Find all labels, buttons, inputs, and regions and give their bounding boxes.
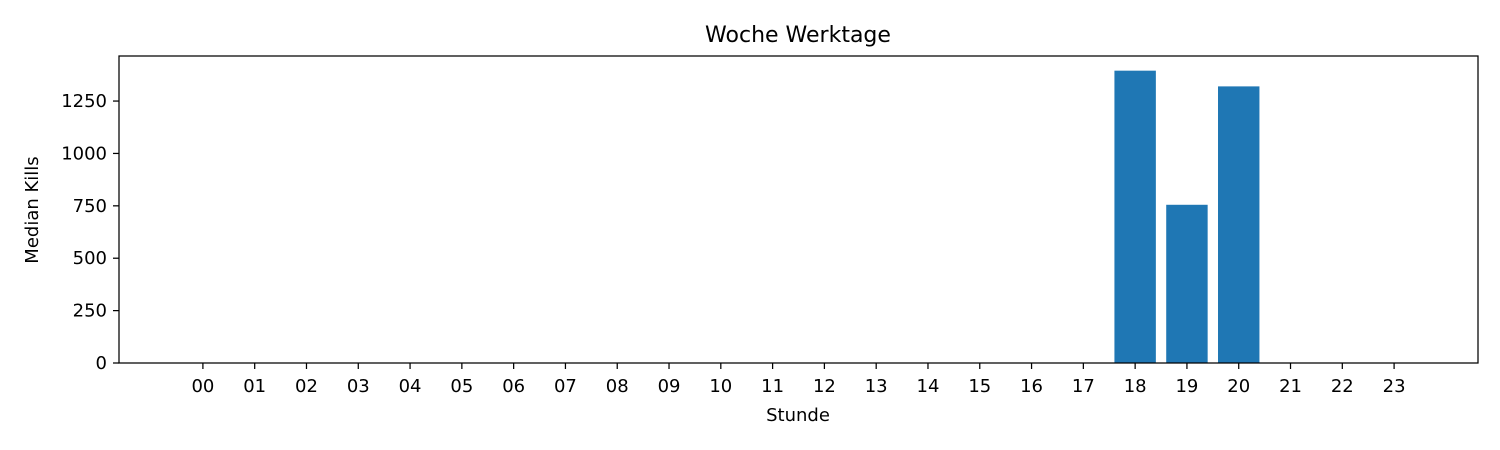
x-tick-label: 07	[554, 376, 577, 397]
x-tick-label: 13	[865, 376, 888, 397]
x-tick-label: 16	[1020, 376, 1043, 397]
x-tick-label: 06	[502, 376, 525, 397]
chart-title: Woche Werktage	[705, 23, 891, 48]
x-tick-label: 23	[1383, 376, 1406, 397]
x-tick-label: 22	[1331, 376, 1354, 397]
y-tick-label: 0	[96, 353, 107, 374]
y-axis-label: Median Kills	[22, 156, 43, 263]
y-axis-ticks: 0 250 500 750 1000 1250	[61, 91, 119, 374]
y-tick-label: 500	[73, 248, 107, 269]
x-tick-label: 02	[295, 376, 318, 397]
x-tick-label: 15	[968, 376, 991, 397]
bar-18	[1114, 70, 1156, 363]
x-tick-label: 05	[450, 376, 473, 397]
bar-19	[1166, 204, 1208, 363]
x-axis-ticks: 00 01 02 03 04 05 06 07 08 09 10 11 12 13 14 15 16 17 18 19…	[191, 363, 1406, 397]
x-tick-label: 11	[761, 376, 784, 397]
y-tick-label: 750	[73, 196, 107, 217]
x-tick-label: 00	[191, 376, 214, 397]
x-tick-label: 14	[917, 376, 940, 397]
x-tick-label: 12	[813, 376, 836, 397]
x-axis-label: Stunde	[766, 405, 830, 426]
x-tick-label: 21	[1279, 376, 1302, 397]
x-tick-label: 01	[243, 376, 266, 397]
y-tick-label: 250	[73, 301, 107, 322]
x-tick-label: 19	[1175, 376, 1198, 397]
bar-20	[1218, 86, 1260, 363]
x-tick-label: 08	[606, 376, 629, 397]
x-tick-label: 10	[709, 376, 732, 397]
y-tick-label: 1000	[61, 143, 107, 164]
plot-frame	[118, 55, 1479, 364]
y-tick-label: 1250	[61, 91, 107, 112]
x-tick-label: 17	[1072, 376, 1095, 397]
x-tick-label: 09	[658, 376, 681, 397]
x-tick-label: 03	[347, 376, 370, 397]
x-tick-label: 20	[1227, 376, 1250, 397]
x-tick-label: 04	[399, 376, 422, 397]
x-tick-label: 18	[1124, 376, 1147, 397]
bar-series	[1114, 70, 1260, 363]
